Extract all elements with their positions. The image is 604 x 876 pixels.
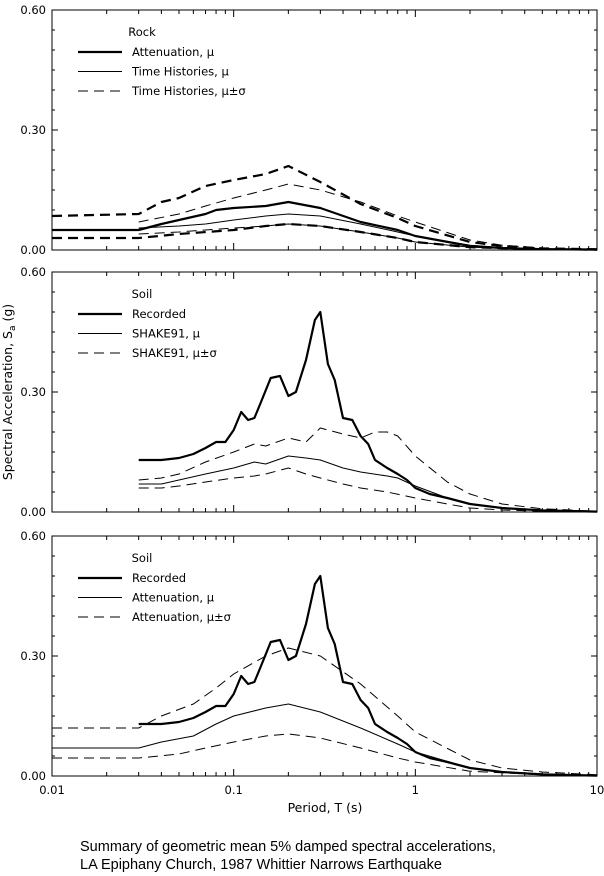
legend-entry: Attenuation, μ bbox=[132, 45, 215, 59]
series-line-1 bbox=[52, 200, 598, 251]
x-tick-label: 10 bbox=[590, 783, 604, 797]
series-line-4 bbox=[138, 213, 543, 250]
series-line-2 bbox=[138, 455, 598, 513]
legend: Soil Recorded Attenuation, μ Attenuation, μ… bbox=[78, 551, 231, 624]
series-line-5 bbox=[138, 183, 543, 249]
series-line-3 bbox=[138, 427, 598, 512]
y-tick-label: 0.00 bbox=[20, 243, 46, 257]
legend-entry: Time Histories, μ bbox=[131, 65, 229, 79]
legend-entry: Recorded bbox=[132, 307, 186, 321]
y-axis-label-main: Spectral Acceleration, S bbox=[0, 331, 15, 480]
x-axis-label: Period, T (s) bbox=[288, 800, 363, 815]
y-axis-label-unit: (g) bbox=[0, 304, 15, 326]
caption-line-1: Summary of geometric mean 5% damped spec… bbox=[80, 839, 496, 855]
y-axis-label: Spectral Acceleration, Sa (g) bbox=[0, 304, 18, 480]
legend-title: Soil bbox=[132, 287, 153, 301]
y-tick-label: 0.60 bbox=[20, 529, 46, 543]
legend-entry: Recorded bbox=[132, 571, 186, 585]
series-line-3 bbox=[52, 647, 598, 776]
legend-entry: SHAKE91, μ±σ bbox=[132, 346, 217, 360]
x-tick-label: 1 bbox=[412, 783, 419, 797]
y-tick-label: 0.30 bbox=[20, 649, 46, 663]
y-tick-label: 0.60 bbox=[20, 265, 46, 279]
series-line-3 bbox=[52, 222, 598, 251]
y-axis-label-subscript: a bbox=[8, 326, 18, 332]
legend-entry: Attenuation, μ±σ bbox=[132, 610, 231, 624]
series-line-1 bbox=[138, 310, 598, 513]
y-tick-label: 0.00 bbox=[20, 505, 46, 519]
figure-canvas: 0.00 0.30 0.60 Rock Attenuation, μ Time Histo… bbox=[0, 3, 604, 815]
series-line-1 bbox=[138, 574, 598, 777]
panel-1: 0.00 0.30 0.60 Rock Attenuation, μ Time Histo… bbox=[20, 3, 598, 257]
figure-caption: Summary of geometric mean 5% damped spec… bbox=[80, 838, 496, 874]
legend: Rock Attenuation, μ Time Histories, μ Time … bbox=[78, 25, 246, 98]
legend-title: Soil bbox=[132, 551, 153, 565]
legend-entry: SHAKE91, μ bbox=[132, 327, 201, 341]
legend-entry: Time Histories, μ±σ bbox=[131, 84, 246, 98]
series-line-2 bbox=[51, 164, 598, 251]
panel-2: 0.00 0.30 0.60 Soil Recorded SHAKE91, μ SHAKE9… bbox=[20, 265, 598, 519]
legend: Soil Recorded SHAKE91, μ SHAKE91, μ±σ bbox=[78, 287, 217, 360]
y-tick-label: 0.00 bbox=[20, 769, 46, 783]
series-line-6 bbox=[138, 223, 543, 250]
x-tick-label: 0.1 bbox=[225, 783, 243, 797]
series-line-4 bbox=[138, 467, 598, 513]
y-tick-label: 0.30 bbox=[20, 385, 46, 399]
panel-3: 0.00 0.30 0.60 0.01 0.1 1 10 Soil Recorded Attenu… bbox=[20, 529, 604, 797]
y-tick-label: 0.30 bbox=[20, 123, 46, 137]
legend-title: Rock bbox=[128, 25, 156, 39]
x-tick-label: 0.01 bbox=[39, 783, 65, 797]
series-line-4 bbox=[52, 733, 598, 777]
legend-entry: Attenuation, μ bbox=[132, 591, 215, 605]
caption-line-2: LA Epiphany Church, 1987 Whittier Narrow… bbox=[80, 857, 442, 873]
series-line-2 bbox=[52, 703, 598, 776]
y-tick-label: 0.60 bbox=[20, 3, 46, 17]
